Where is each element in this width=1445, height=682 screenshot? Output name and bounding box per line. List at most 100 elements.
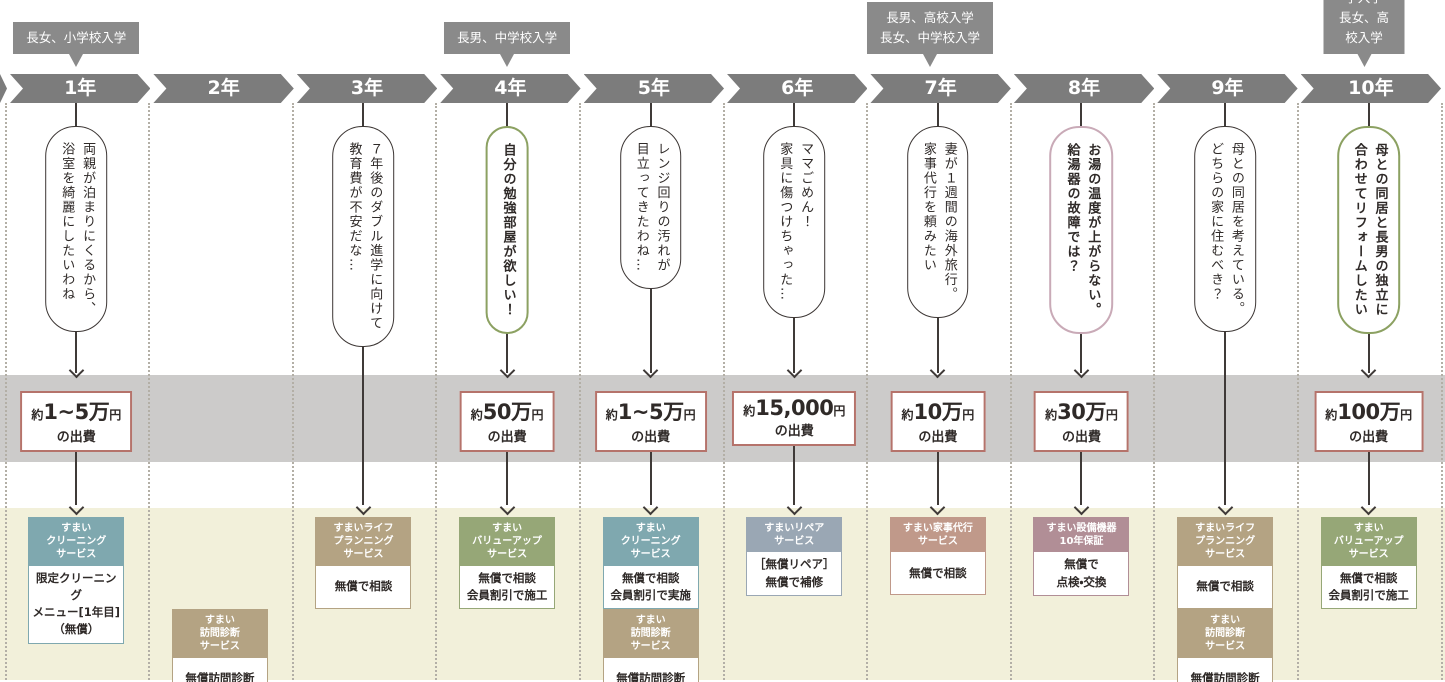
event-label-text: 長男、大学入学 長女、高校入学 [1323, 0, 1405, 54]
year-column-8: お湯の温度が上がらない。 給湯器の故障では？ 約30万円 の出費 すまい設備機器… [1010, 103, 1154, 682]
service-header: すまいライフ プランニング サービス [316, 518, 411, 566]
timeline-segment-year7: 7年 [870, 74, 1010, 103]
event-label-year7: 長男、高校入学 長女、中学校入学 [866, 2, 994, 67]
year-column-2: すまい 訪問診断 サービス 無償訪問診断 [148, 103, 292, 682]
down-arrow-icon [642, 362, 659, 379]
service-header: すまい 訪問診断 サービス [172, 610, 267, 658]
down-arrow-icon [68, 499, 85, 516]
year-column-5: レンジ回りの汚れが 目立ってきたわね… 約1~5万円 の出費 すまい クリーニン… [579, 103, 723, 682]
timeline-start-arrow-icon [0, 74, 7, 103]
year-column-9: 母との同居を考えている。 どちらの家に住むべき？ すまいライフ プランニング サ… [1153, 103, 1297, 682]
service-box: すまいライフ プランニング サービス 無償で相談 [315, 517, 412, 609]
year-column-6: ママごめん！ 家具に傷つけちゃった… 約15,000円 の出費 すまいリペア サ… [723, 103, 867, 682]
expense-box: 約15,000円 の出費 [732, 391, 857, 446]
expense-box: 約10万円 の出費 [890, 391, 986, 452]
timeline-segment-year6: 6年 [727, 74, 867, 103]
pointer-triangle-icon [69, 54, 84, 67]
down-arrow-icon [355, 499, 372, 516]
timeline-segment-year10: 10年 [1301, 74, 1441, 103]
column-divider [722, 103, 725, 680]
service-box: すまい バリューアップ サービス 無償で相談 会員割引で施工 [1320, 517, 1417, 610]
service-body: ［無償リペア］ 無償で補修 [747, 552, 842, 595]
expense-label: の出費 [631, 430, 671, 445]
service-header: すまい家事代行 サービス [890, 518, 985, 553]
speech-bubble: 母との同居を考えている。 どちらの家に住むべき？ [1194, 126, 1256, 332]
year-column-10: 母との同居と長男の独立に 合わせてリフォームしたい 約100万円 の出費 すまい… [1297, 103, 1441, 682]
service-box: すまい 訪問診断 サービス 無償訪問診断 [171, 609, 268, 682]
down-arrow-icon [499, 362, 515, 379]
service-body: 無償訪問診断 [603, 657, 698, 682]
service-box: すまい家事代行 サービス 無償で相談 [889, 517, 986, 596]
event-label-text: 長男、高校入学 長女、中学校入学 [866, 2, 994, 54]
expense-amount: 約1~5万円 [31, 400, 122, 424]
down-arrow-icon [499, 499, 515, 516]
year-column-7: 妻が１週間の海外旅行。 家事代行を頼みたい 約10万円 の出費 すまい家事代行 … [866, 103, 1010, 682]
speech-bubble: 母との同居と長男の独立に 合わせてリフォームしたい [1336, 126, 1401, 334]
down-arrow-icon [642, 499, 659, 516]
expense-box: 約1~5万円 の出費 [20, 391, 133, 452]
timeline-band: 1年 2年 3年 4年 5年 6年 7年 8年 9年 10年 [0, 74, 1441, 103]
service-body: 無償で相談 [890, 552, 985, 595]
year-column-4: 自分の勉強部屋が欲しい！ 約50万円 の出費 すまい バリューアップ サービス … [435, 103, 579, 682]
service-header: すまい クリーニング サービス [603, 518, 698, 566]
expense-label: の出費 [918, 430, 958, 445]
pointer-triangle-icon [500, 54, 515, 67]
service-body: 無償で 点検・交換 [1034, 552, 1129, 595]
year-column-1: 両親が泊まりにくるから、 浴室を綺麗にしたいわね 約1~5万円 の出費 すまい … [5, 103, 149, 682]
speech-bubble: ママごめん！ 家具に傷つけちゃった… [763, 126, 826, 318]
service-box: すまい 訪問診断 サービス 無償訪問診断 [602, 609, 699, 682]
expense-box: 約50万円 の出費 [459, 391, 555, 452]
speech-bubble: 妻が１週間の海外旅行。 家事代行を頼みたい [907, 126, 969, 318]
timeline-segment-year9: 9年 [1157, 74, 1297, 103]
service-box: すまい 訪問診断 サービス 無償訪問診断 [1177, 609, 1274, 682]
timeline-segment-year5: 5年 [584, 74, 724, 103]
expense-box: 約1~5万円 の出費 [594, 391, 707, 452]
expense-label: の出費 [774, 424, 814, 439]
column-divider [148, 103, 151, 680]
service-box: すまい バリューアップ サービス 無償で相談 会員割引で施工 [459, 517, 556, 610]
expense-label: の出費 [487, 430, 527, 445]
column-divider [1440, 103, 1443, 680]
pointer-triangle-icon [922, 54, 937, 67]
down-arrow-icon [930, 362, 946, 379]
expense-label: の出費 [56, 430, 96, 445]
service-body: 無償訪問診断 [1178, 657, 1273, 682]
service-body: 限定クリーニング メニュー[1年目]（無償） [29, 565, 124, 643]
connector-line [75, 441, 78, 505]
column-divider [1009, 103, 1012, 680]
down-arrow-icon [1360, 362, 1377, 379]
expense-amount: 約10万円 [901, 400, 975, 424]
expense-amount: 約50万円 [470, 400, 544, 424]
expense-label: の出費 [1349, 430, 1389, 445]
event-label-year10: 長男、大学入学 長女、高校入学 [1323, 0, 1405, 67]
timeline-segment-year3: 3年 [297, 74, 437, 103]
column-divider [1296, 103, 1299, 680]
service-header: すまい バリューアップ サービス [460, 518, 555, 566]
event-label-year4: 長男、中学校入学 [444, 22, 571, 67]
timeline-segment-year8: 8年 [1014, 74, 1154, 103]
connector-line [936, 441, 939, 505]
down-arrow-icon [786, 499, 803, 516]
down-arrow-icon [1073, 362, 1090, 379]
down-arrow-icon [1217, 499, 1233, 516]
speech-bubble: レンジ回りの汚れが 目立ってきたわね… [619, 126, 682, 289]
expense-amount: 約100万円 [1325, 400, 1413, 424]
service-header: すまい設備機器 10年保証 [1034, 518, 1129, 553]
service-header: すまいライフ プランニング サービス [1178, 518, 1273, 566]
connector-line [793, 441, 796, 505]
connector-line [506, 441, 509, 505]
speech-bubble: ７年後のダブル進学に向けて 教育費が不安だな… [332, 126, 395, 347]
service-box: すまい クリーニング サービス 無償で相談 会員割引で実施 [602, 517, 699, 610]
expense-amount: 約1~5万円 [605, 400, 696, 424]
timeline-segment-year2: 2年 [153, 74, 293, 103]
down-arrow-icon [930, 499, 946, 516]
column-divider [578, 103, 581, 680]
column-divider [866, 103, 869, 680]
service-body: 無償で相談 会員割引で施工 [1321, 565, 1416, 609]
speech-bubble: お湯の温度が上がらない。 給湯器の故障では？ [1049, 126, 1114, 334]
service-box: すまい クリーニング サービス 限定クリーニング メニュー[1年目]（無償） [28, 517, 125, 644]
down-arrow-icon [68, 362, 85, 379]
expense-amount: 約30万円 [1045, 400, 1118, 424]
timeline-segment-year4: 4年 [440, 74, 580, 103]
